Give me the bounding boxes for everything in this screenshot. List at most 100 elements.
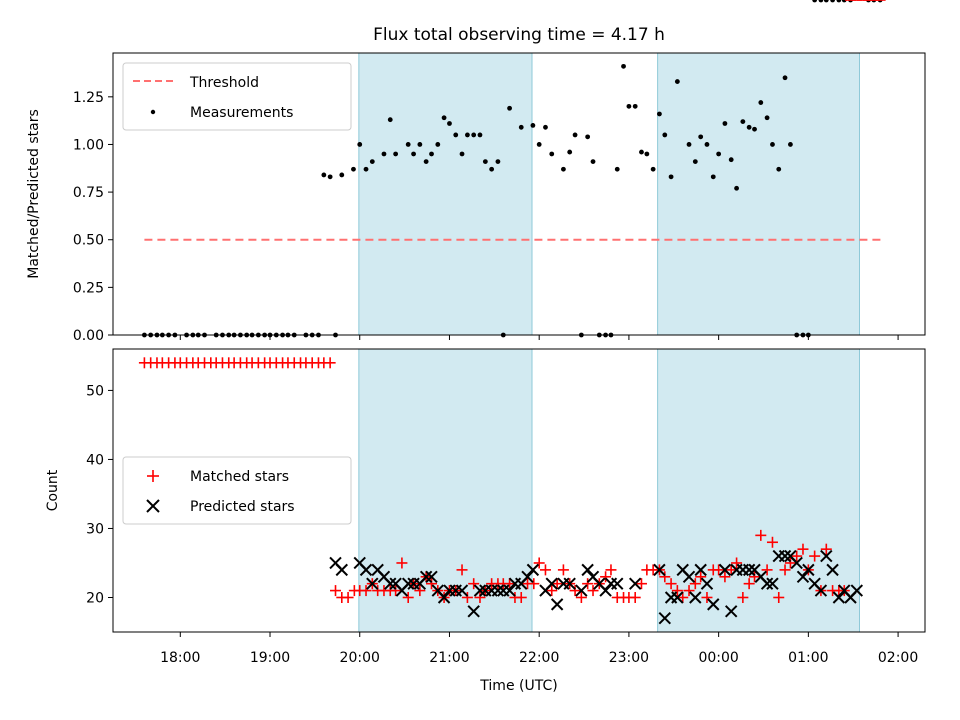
measurement-point: [740, 119, 746, 124]
predicted-star-point: [700, 577, 714, 590]
measurement-point: [411, 151, 416, 157]
measurement-point: [339, 172, 345, 178]
matched-star-point: [605, 564, 617, 576]
measurement-point: [657, 111, 662, 117]
predicted-star-point: [790, 556, 803, 570]
top-axes: 0.00 0.25 0.50 0.75 1.00 1.25: [73, 52, 926, 344]
matched-star-point: [797, 543, 809, 555]
matched-star-point: [784, 557, 796, 569]
measurement-point: [453, 132, 459, 138]
measurement-point: [423, 159, 429, 165]
x-tick-label: 02:00: [878, 650, 918, 666]
measurement-point: [692, 159, 698, 165]
matched-star-point: [743, 578, 755, 590]
predicted-star-point: [581, 563, 594, 577]
legend-measurement-swatch: [150, 109, 156, 115]
matched-star-point: [635, 578, 647, 590]
matched-star-point: [600, 571, 612, 583]
predicted-star-point: [550, 598, 564, 611]
matched-star-point: [629, 591, 641, 603]
measurement-point: [482, 159, 488, 165]
predicted-star-point: [503, 584, 516, 597]
predicted-star-point: [611, 577, 624, 590]
chart-title: Flux total observing time = 4.17 h: [373, 25, 665, 45]
measurement-point: [369, 159, 375, 165]
measurement-points: [142, 0, 883, 338]
matched-star-point: [396, 557, 408, 569]
x-tick-label: 22:00: [519, 650, 559, 666]
predicted-star-point: [425, 570, 438, 583]
predicted-star-point: [599, 584, 612, 597]
top-y-tick-label: 0.00: [73, 328, 104, 344]
matched-star-point: [575, 591, 587, 603]
measurement-point: [728, 157, 734, 163]
matched-star-point: [779, 564, 791, 576]
measurement-point: [518, 124, 524, 130]
x-axis-label: Time (UTC): [479, 678, 557, 694]
predicted-star-point: [575, 584, 588, 597]
top-y-axis-label: Matched/Predicted stars: [26, 109, 42, 279]
matched-star-point: [461, 591, 473, 603]
matched-star-point: [773, 591, 785, 603]
matched-star-point: [582, 578, 594, 590]
matched-star-point: [683, 585, 695, 597]
predicted-star-point: [545, 577, 558, 590]
matched-star-point: [725, 564, 737, 576]
matched-star-point: [587, 585, 599, 597]
measurement-point: [387, 117, 393, 123]
matched-star-point: [766, 536, 778, 548]
top-axes-frame: [112, 52, 926, 336]
matched-star-point: [402, 591, 414, 603]
x-tick-label: 19:00: [250, 650, 290, 666]
bottom-y-tick-label: 20: [86, 590, 104, 606]
predicted-star-point: [384, 577, 397, 590]
predicted-star-point: [820, 549, 833, 563]
measurement-point: [746, 124, 752, 130]
measurement-point: [686, 142, 692, 147]
x-tick-label: 23:00: [609, 650, 649, 666]
measurement-point: [836, 0, 842, 3]
top-y-tick-label: 0.75: [73, 185, 104, 201]
predicted-star-point: [760, 577, 774, 590]
measurement-point: [632, 103, 638, 109]
predicted-star-point: [724, 605, 738, 618]
measurement-point: [770, 142, 775, 147]
measurement-point: [417, 142, 423, 147]
predicted-star-point: [826, 563, 839, 577]
measurement-point: [668, 174, 674, 180]
matched-star-point: [533, 557, 545, 569]
matched-star-point: [557, 564, 569, 576]
matched-star-point: [330, 585, 342, 597]
legend-matched-label: Matched stars: [190, 469, 289, 485]
predicted-star-point: [437, 591, 451, 604]
matched-star-point: [671, 585, 683, 597]
measurement-point: [722, 121, 728, 126]
bottom-shaded-intervals: [358, 349, 861, 632]
bottom-shaded-interval: [358, 349, 533, 632]
measurement-point: [782, 75, 788, 81]
predicted-star-point: [467, 605, 480, 618]
measurement-point: [459, 151, 465, 157]
measurement-point: [830, 0, 835, 3]
measurement-point: [585, 134, 591, 140]
measurement-point: [644, 151, 650, 157]
matched-star-point: [414, 585, 426, 597]
measurement-point: [572, 132, 578, 138]
measurement-point: [764, 115, 770, 121]
measurement-point: [465, 132, 470, 138]
matched-star-point: [820, 543, 832, 555]
ratio-panel: 0.00 0.25 0.50 0.75 1.00 1.25 Matched/Predict…: [26, 0, 926, 344]
predicted-star-point: [653, 563, 666, 577]
predicted-star-point: [766, 577, 779, 590]
x-tick-label: 21:00: [429, 650, 469, 666]
measurement-point: [477, 132, 483, 138]
matched-star-point: [695, 571, 707, 583]
measurement-point: [363, 166, 369, 172]
legend-matched-swatch: [147, 470, 159, 482]
matched-star-point: [456, 564, 468, 576]
matched-star-point: [677, 591, 689, 603]
measurement-point: [758, 100, 764, 105]
measurement-point: [447, 121, 452, 126]
top-y-tick-label: 1.00: [73, 137, 104, 153]
matched-star-point: [761, 564, 773, 576]
